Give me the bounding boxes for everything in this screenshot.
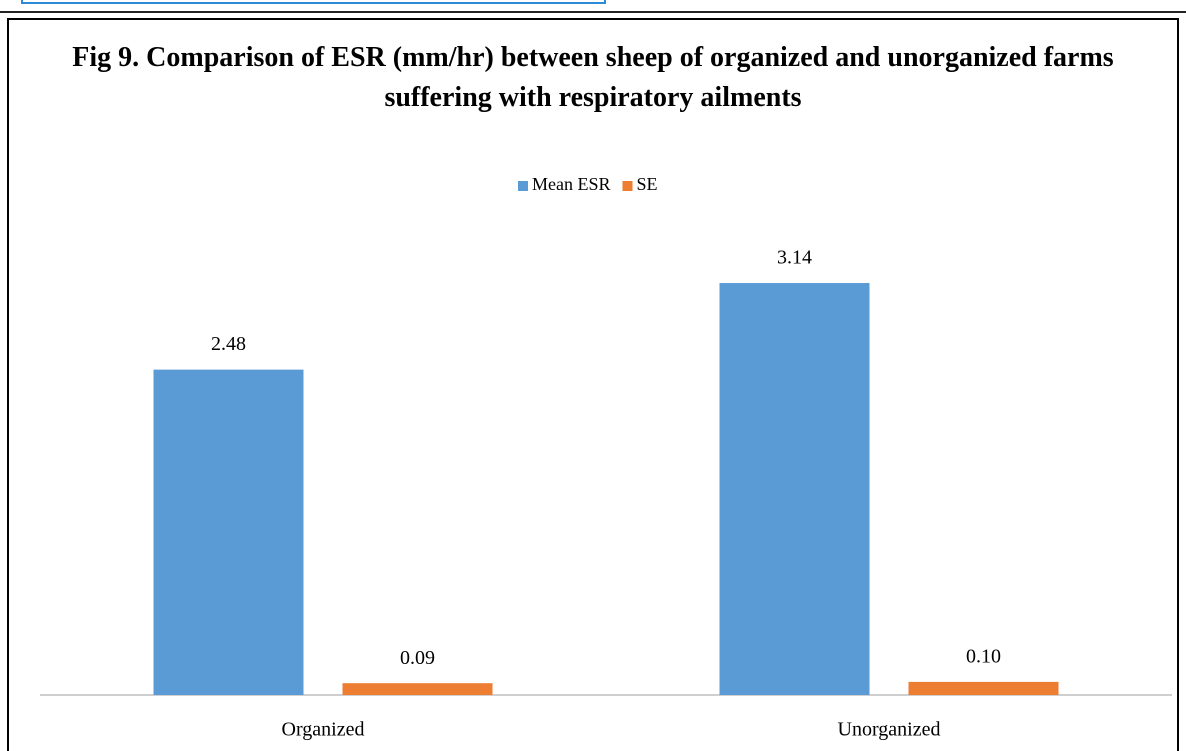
bar: [342, 683, 493, 695]
bar: [908, 681, 1059, 695]
legend-swatch: [622, 181, 633, 191]
x-tick-label: Unorganized: [838, 719, 941, 741]
legend-label: SE: [637, 174, 658, 194]
legend-swatch: [518, 181, 528, 191]
chart-frame: [7, 18, 1179, 751]
bar: [153, 369, 304, 695]
x-tick-label: Organized: [282, 719, 365, 741]
chart-title: Fig 9. Comparison of ESR (mm/hr) between…: [72, 42, 1114, 113]
data-label: 2.48: [211, 333, 246, 355]
bar: [719, 283, 870, 695]
legend-label: Mean ESR: [532, 174, 611, 194]
data-label: 0.10: [966, 645, 1001, 667]
header-fragment: [21, 0, 606, 4]
data-label: 0.09: [400, 647, 435, 669]
data-label: 3.14: [777, 247, 812, 269]
